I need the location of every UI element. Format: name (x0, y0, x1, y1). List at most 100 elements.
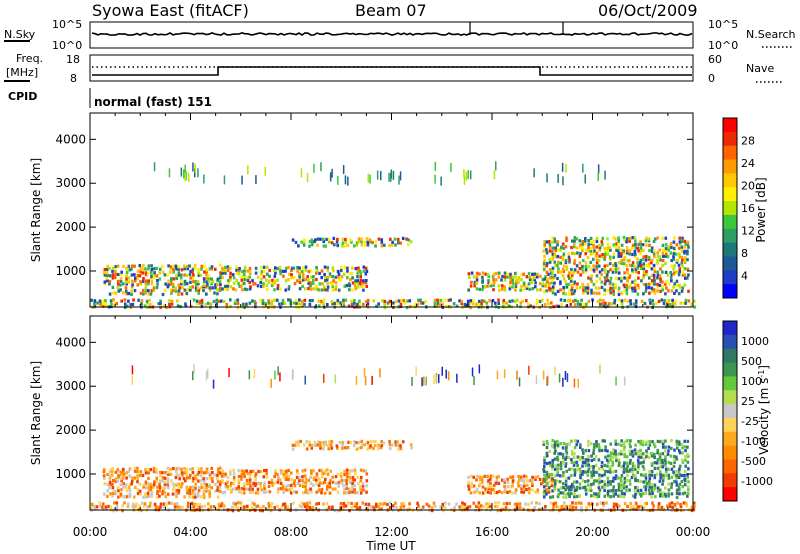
data-cell (625, 276, 629, 280)
data-cell (602, 299, 605, 303)
data-cell (388, 501, 392, 505)
data-cell (380, 238, 383, 242)
data-cell (546, 173, 548, 183)
data-cell (476, 489, 479, 494)
data-cell (575, 460, 579, 464)
data-cell (166, 483, 169, 487)
data-cell (112, 291, 115, 295)
data-cell (595, 236, 599, 241)
data-cell (597, 467, 601, 471)
data-cell (419, 298, 422, 302)
data-cell (573, 495, 576, 499)
data-cell (587, 276, 590, 280)
data-cell (133, 469, 137, 473)
data-cell (325, 487, 329, 491)
data-cell (394, 443, 398, 447)
data-cell (573, 461, 576, 465)
data-cell (523, 487, 526, 491)
data-cell (262, 265, 266, 269)
data-cell (399, 171, 402, 181)
data-cell (301, 270, 304, 274)
colorbar-swatch (723, 284, 737, 299)
data-cell (581, 455, 585, 460)
data-cell (203, 283, 206, 287)
data-cell (551, 481, 554, 485)
data-cell (661, 465, 665, 469)
data-cell (139, 270, 142, 274)
data-cell (194, 168, 196, 178)
data-cell (565, 451, 569, 455)
data-cell (495, 490, 499, 495)
data-cell (284, 288, 287, 292)
data-cell (155, 479, 159, 483)
data-cell (215, 476, 219, 480)
data-cell (359, 272, 363, 276)
data-cell (607, 494, 610, 498)
data-cell (548, 257, 552, 262)
data-cell (647, 239, 651, 243)
data-cell (372, 299, 375, 303)
data-cell (633, 283, 637, 287)
data-cell (675, 469, 678, 473)
data-cell (313, 440, 317, 444)
data-cell (592, 448, 596, 452)
data-cell (572, 245, 576, 249)
data-cell (266, 288, 269, 292)
data-cell (377, 443, 380, 447)
data-cell (600, 240, 604, 244)
data-cell (489, 481, 492, 485)
data-cell (590, 246, 593, 251)
data-cell (680, 473, 684, 478)
data-cell (323, 275, 327, 279)
data-cell (554, 264, 557, 268)
data-cell (180, 485, 183, 489)
data-cell (485, 301, 489, 305)
data-cell (359, 269, 362, 273)
data-cell (298, 275, 301, 279)
data-cell (367, 298, 370, 303)
data-cell (331, 282, 334, 286)
data-cell (348, 481, 352, 485)
data-cell (219, 504, 223, 508)
data-cell (111, 486, 115, 490)
data-cell (614, 452, 618, 456)
data-cell (262, 475, 266, 479)
data-cell (502, 502, 506, 506)
data-cell (578, 245, 582, 249)
nsky-tick-top: 10^5 (52, 18, 82, 31)
data-cell (331, 275, 335, 279)
data-cell (678, 242, 682, 246)
data-cell (639, 448, 642, 452)
data-cell (687, 289, 690, 293)
data-cell (304, 490, 307, 494)
data-cell (211, 471, 214, 475)
data-cell (625, 240, 628, 244)
data-cell (511, 285, 514, 289)
data-cell (298, 504, 301, 508)
data-cell (664, 236, 668, 240)
data-cell (436, 301, 440, 305)
data-cell (611, 479, 615, 483)
data-cell (664, 261, 667, 266)
data-cell (478, 484, 481, 488)
data-cell (517, 280, 520, 284)
data-cell (669, 461, 673, 465)
data-cell (590, 442, 593, 446)
data-cell (485, 502, 488, 506)
data-cell (109, 299, 113, 303)
data-cell (650, 495, 653, 499)
data-cell (679, 504, 683, 508)
data-cell (230, 481, 233, 485)
data-cell (161, 292, 165, 297)
data-cell (562, 474, 565, 478)
data-cell (622, 262, 626, 266)
data-cell (405, 237, 408, 241)
data-cell (561, 452, 565, 457)
data-cell (686, 460, 690, 464)
data-cell (682, 501, 686, 505)
data-cell (181, 505, 184, 509)
data-cell (503, 285, 506, 289)
data-cell (562, 286, 565, 290)
data-cell (678, 482, 682, 486)
data-cell (538, 502, 541, 506)
